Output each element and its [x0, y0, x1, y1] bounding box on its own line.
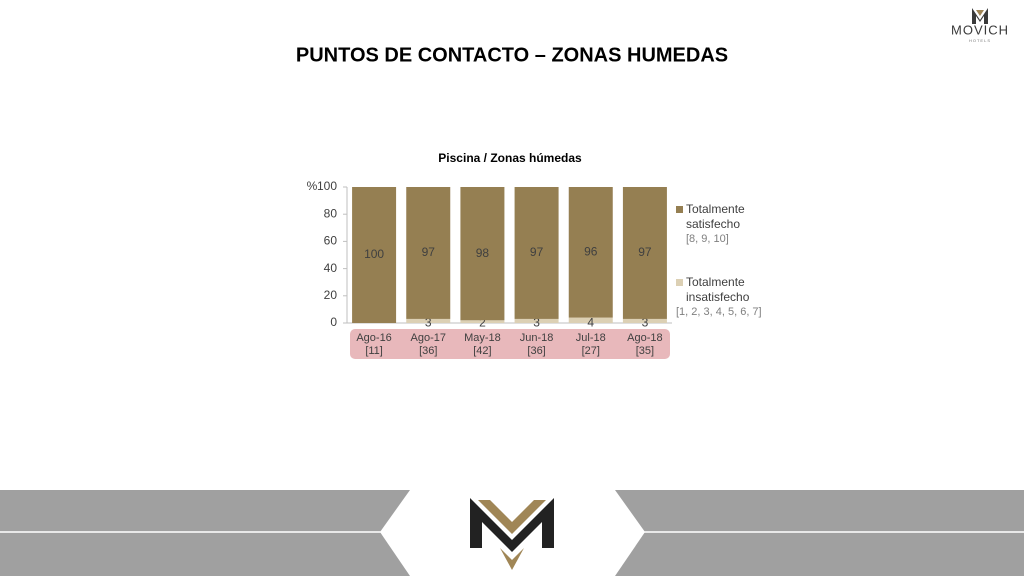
- sample-size: [36]: [419, 345, 437, 357]
- data-label: 97: [422, 245, 436, 259]
- y-tick-label: 0: [330, 315, 337, 329]
- sample-size: [27]: [582, 345, 600, 357]
- data-label: 100: [364, 247, 384, 261]
- footer: [0, 490, 1024, 576]
- y-tick-label: 80: [324, 206, 338, 220]
- legend-swatch: [676, 279, 683, 286]
- data-label: 4: [587, 316, 594, 330]
- y-tick-label: 60: [324, 234, 338, 248]
- bar-segment: [514, 187, 559, 319]
- data-label: 96: [584, 244, 598, 258]
- legend-scale: [1, 2, 3, 4, 5, 6, 7]: [676, 306, 762, 318]
- data-label: 97: [530, 245, 544, 259]
- y-tick-label: 20: [324, 288, 338, 302]
- legend-swatch: [676, 206, 683, 213]
- bar-segment: [514, 318, 559, 323]
- bar-segment: [568, 317, 613, 323]
- x-tick-label: May-18: [464, 332, 501, 344]
- data-label: 98: [476, 246, 490, 260]
- x-tick-label: Jul-18: [576, 332, 606, 344]
- bar-segment: [460, 320, 505, 323]
- legend-label: Totalmente satisfecho: [686, 202, 745, 231]
- bar-segment: [406, 318, 451, 323]
- logo: [972, 8, 988, 24]
- data-label: 97: [638, 245, 652, 259]
- data-label: 2: [479, 316, 486, 330]
- y-axis-label: %: [307, 179, 318, 193]
- bar-segment: [406, 187, 451, 319]
- legend-item: Totalmente satisfecho [8, 9, 10]: [676, 202, 766, 247]
- sample-size: [11]: [365, 345, 383, 357]
- x-tick-label: Jun-18: [520, 332, 554, 344]
- bar-segment: [568, 187, 613, 318]
- sample-size: [35]: [636, 345, 654, 357]
- data-label: 3: [533, 316, 540, 330]
- x-tick-label: Ago-18: [627, 332, 662, 344]
- bar-segment: [460, 187, 505, 321]
- logo-tagline: HOTELS: [969, 38, 991, 43]
- bar-segment: [622, 318, 667, 323]
- bar-segment: [622, 187, 667, 319]
- legend-scale: [8, 9, 10]: [686, 233, 729, 245]
- y-tick-label: 100: [317, 179, 337, 193]
- chart-title: Piscina / Zonas húmedas: [438, 151, 582, 165]
- x-tick-label: Ago-17: [411, 332, 446, 344]
- logo-name: MOVICH: [951, 22, 1009, 37]
- data-label: 3: [642, 316, 649, 330]
- category-band: [350, 329, 670, 359]
- sample-size: [42]: [473, 345, 491, 357]
- y-tick-label: 40: [324, 261, 338, 275]
- legend-item: Totalmente insatisfecho [1, 2, 3, 4, 5, 6…: [676, 275, 766, 320]
- sample-size: [36]: [527, 345, 545, 357]
- bar-segment: [352, 187, 397, 323]
- legend-label: Totalmente insatisfecho: [686, 275, 750, 304]
- data-label: 3: [425, 316, 432, 330]
- x-tick-label: Ago-16: [356, 332, 391, 344]
- slide-title: PUNTOS DE CONTACTO – ZONAS HUMEDAS: [296, 44, 728, 66]
